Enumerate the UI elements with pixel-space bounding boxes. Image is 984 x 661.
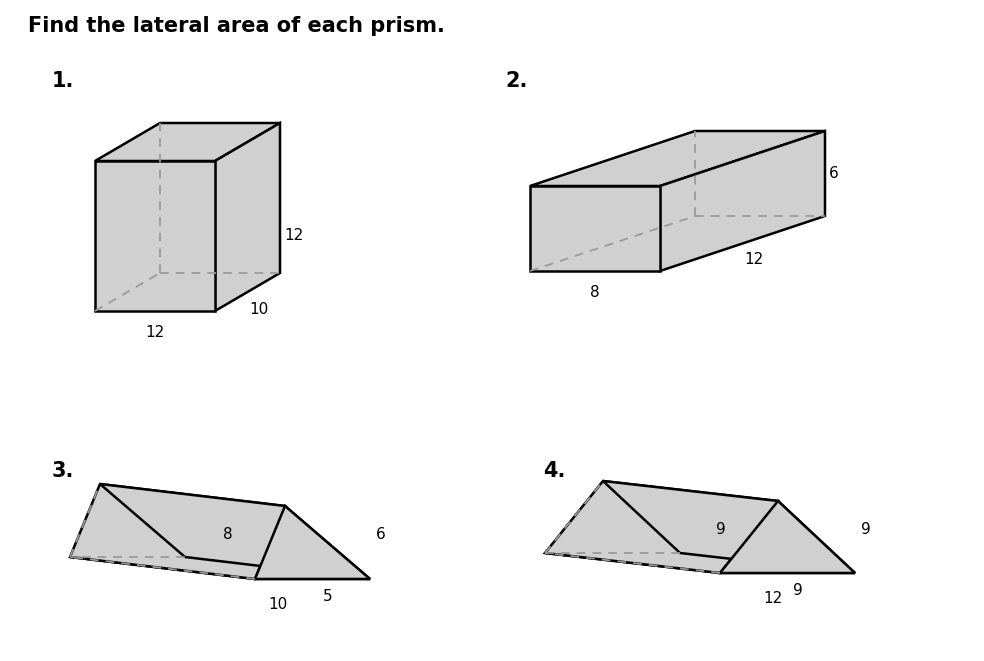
Text: 6: 6 — [376, 527, 386, 542]
Text: 9: 9 — [861, 522, 871, 537]
Text: 10: 10 — [250, 302, 269, 317]
Polygon shape — [95, 161, 215, 311]
Polygon shape — [545, 481, 778, 573]
Text: 12: 12 — [284, 229, 303, 243]
Polygon shape — [660, 131, 825, 271]
Polygon shape — [530, 131, 825, 186]
Text: 8: 8 — [223, 527, 233, 542]
Text: 5: 5 — [323, 589, 333, 604]
Polygon shape — [70, 557, 370, 579]
Text: 8: 8 — [590, 285, 600, 300]
Polygon shape — [255, 506, 370, 579]
Text: 2.: 2. — [505, 71, 527, 91]
Polygon shape — [70, 484, 285, 579]
Text: 3.: 3. — [52, 461, 75, 481]
Polygon shape — [603, 481, 855, 573]
Text: 1.: 1. — [52, 71, 75, 91]
Polygon shape — [720, 501, 855, 573]
Polygon shape — [215, 123, 280, 311]
Text: 10: 10 — [268, 597, 287, 612]
Polygon shape — [530, 186, 660, 271]
Text: 9: 9 — [793, 583, 802, 598]
Text: 12: 12 — [763, 591, 782, 606]
Text: 9: 9 — [716, 522, 726, 537]
Polygon shape — [545, 553, 855, 573]
Text: Find the lateral area of each prism.: Find the lateral area of each prism. — [28, 16, 445, 36]
Text: 6: 6 — [829, 166, 838, 181]
Text: 4.: 4. — [543, 461, 566, 481]
Polygon shape — [100, 484, 370, 579]
Polygon shape — [95, 123, 280, 161]
Text: 12: 12 — [745, 251, 764, 266]
Text: 12: 12 — [146, 325, 164, 340]
